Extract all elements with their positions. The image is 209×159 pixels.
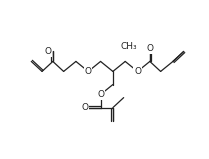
Text: O: O	[146, 44, 153, 53]
Text: O: O	[134, 67, 141, 76]
Text: CH₃: CH₃	[121, 42, 137, 51]
Text: O: O	[85, 67, 92, 76]
Text: O: O	[45, 47, 52, 56]
Text: O: O	[97, 90, 104, 99]
Text: O: O	[82, 103, 89, 112]
